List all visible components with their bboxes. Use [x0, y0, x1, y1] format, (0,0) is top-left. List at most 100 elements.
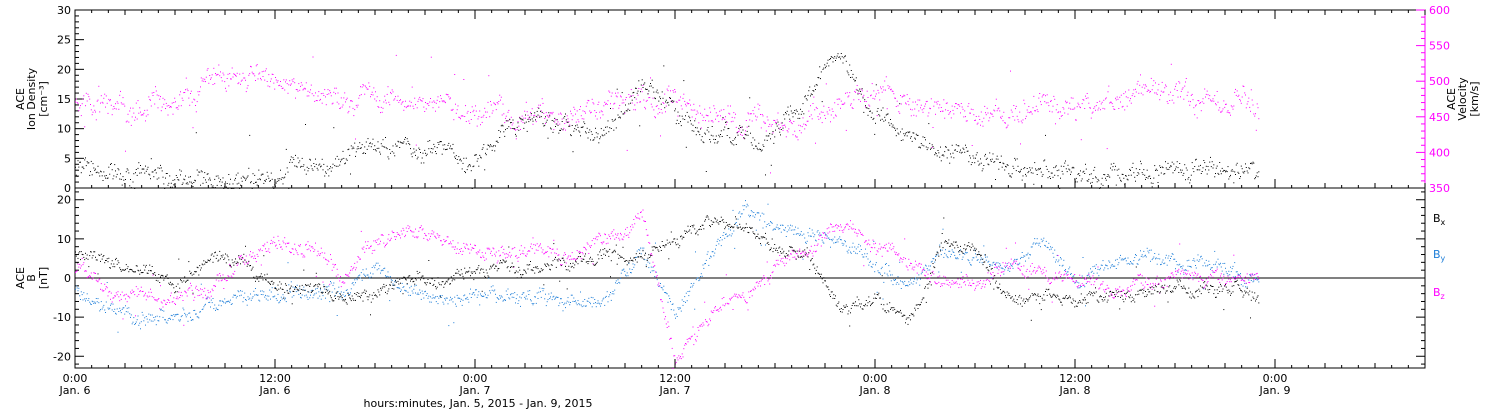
density-series-point [204, 172, 206, 174]
density-series-point [499, 137, 501, 138]
by-series-point [75, 288, 76, 290]
by-series-point [495, 301, 497, 303]
velocity-series-point [396, 99, 398, 101]
by-series-point [552, 296, 554, 298]
by-series-point [593, 302, 595, 304]
density-series-point [820, 71, 822, 73]
by-series-point [393, 284, 395, 286]
density-series-point [1220, 173, 1222, 175]
velocity-series-point [455, 112, 457, 114]
by-series-point [777, 227, 779, 229]
density-series-point [263, 182, 265, 184]
density-series-point [245, 179, 246, 181]
velocity-series-point [302, 89, 304, 91]
density-series-point [1005, 165, 1006, 167]
velocity-series-point [270, 80, 271, 82]
by-series-point [951, 249, 953, 251]
by-series-point [681, 299, 683, 301]
by-series-point [1189, 265, 1191, 267]
density-series-point [1179, 163, 1181, 164]
velocity-series-point [910, 108, 911, 110]
velocity-series-point [711, 120, 713, 122]
by-series-point [909, 284, 911, 286]
by-series-point [1105, 264, 1107, 266]
velocity-series-point [379, 100, 381, 102]
bz-series-point [478, 251, 480, 253]
velocity-series-point [278, 85, 280, 87]
by-series-point [887, 275, 889, 277]
density-series-point [1089, 174, 1091, 176]
density-series-point [700, 128, 701, 130]
velocity-series-point [993, 109, 995, 111]
density-series-point [1053, 167, 1055, 169]
density-series-point [596, 136, 598, 138]
by-series-point [801, 234, 803, 236]
bz-series-point [205, 294, 206, 296]
bz-series-point [346, 275, 348, 277]
by-series-point [712, 251, 714, 253]
by-series-point [1062, 264, 1064, 266]
by-series-point [696, 277, 698, 279]
velocity-series-point [694, 109, 696, 111]
by-series-point [336, 315, 338, 316]
velocity-series-point [419, 96, 421, 98]
density-series-point [355, 151, 357, 153]
by-series-point [265, 294, 266, 296]
by-series-point [598, 302, 600, 304]
velocity-series-point [1138, 92, 1140, 94]
velocity-series-point [1058, 111, 1060, 113]
density-series-point [960, 152, 962, 154]
velocity-series-point [745, 130, 746, 132]
velocity-series-point [469, 122, 471, 124]
velocity-series-point [610, 95, 612, 97]
velocity-series-point [472, 111, 474, 113]
density-series-point [210, 179, 211, 181]
by-series-point [825, 234, 827, 236]
velocity-series-point [1122, 105, 1124, 107]
velocity-series-point [231, 67, 233, 69]
velocity-series-point [1161, 81, 1163, 83]
by-series-point [971, 259, 973, 261]
density-series-point [1188, 177, 1190, 178]
bz-series-point [390, 237, 392, 239]
by-series-point [343, 291, 345, 293]
velocity-series-point [657, 113, 659, 115]
velocity-series-point [460, 118, 461, 120]
density-series-point [835, 57, 837, 59]
by-series-point [703, 267, 705, 269]
by-series-point [1090, 271, 1092, 273]
density-series-point [819, 66, 821, 68]
velocity-series-point [1060, 111, 1061, 113]
density-series-point [1125, 175, 1127, 177]
b-tick-label: 0 [64, 272, 71, 285]
bz-series-point [325, 258, 326, 260]
by-series-point [230, 304, 232, 305]
by-series-point [662, 289, 664, 291]
by-series-point [175, 314, 176, 316]
density-series-point [1157, 182, 1159, 183]
velocity-series-point [417, 100, 419, 102]
density-series-point [253, 183, 255, 184]
velocity-series-point [325, 96, 326, 98]
velocity-series-point [1019, 111, 1021, 113]
velocity-series-point [672, 90, 674, 92]
density-series-point [1041, 175, 1043, 177]
velocity-series-point [175, 101, 176, 103]
by-series-point [785, 227, 786, 229]
by-series-point [675, 313, 677, 315]
density-series-point [185, 175, 186, 177]
velocity-series-point [285, 79, 287, 81]
density-series-point [525, 121, 527, 123]
density-series-point [706, 129, 708, 131]
density-series-point [546, 119, 548, 121]
bz-series-point [375, 242, 377, 243]
density-series-point [794, 110, 796, 111]
density-series-point [545, 121, 547, 123]
velocity-series-point [557, 121, 559, 123]
density-series-point [962, 147, 964, 149]
by-series-point [656, 279, 658, 281]
velocity-series-point [1040, 101, 1041, 103]
by-series-point [878, 272, 880, 274]
density-series-point [85, 165, 87, 167]
density-series-point [196, 169, 198, 171]
